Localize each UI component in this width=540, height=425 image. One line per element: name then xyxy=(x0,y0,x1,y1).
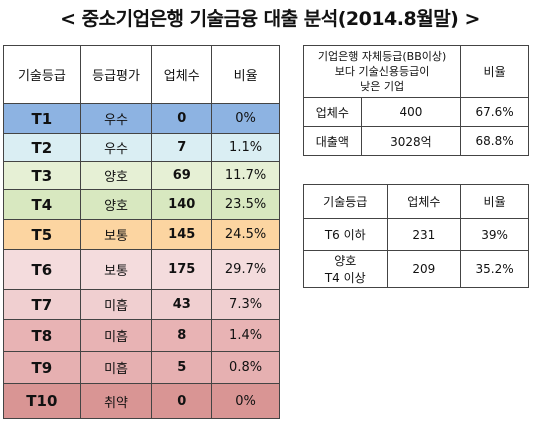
summary-label: 업체수 xyxy=(303,97,362,127)
grade-cell: T8 xyxy=(3,319,81,352)
detail-ratio: 35.2% xyxy=(460,250,529,288)
detail-header-row: 기술등급 업체수 비율 xyxy=(303,184,529,219)
grade-cell: T3 xyxy=(3,161,81,190)
summary-row: 대출액 3028억 68.8% xyxy=(303,126,529,156)
detail-count: 231 xyxy=(386,218,462,251)
summary-value: 400 xyxy=(360,97,462,127)
detail-ratio: 39% xyxy=(460,218,529,251)
grade-cell: T1 xyxy=(3,103,81,134)
ratio-cell: 0% xyxy=(211,103,280,134)
detail-label-line1: T6 이하 xyxy=(324,228,366,242)
count-cell: 175 xyxy=(151,249,213,290)
header-eval: 등급평가 xyxy=(79,45,153,104)
count-cell: 5 xyxy=(151,351,213,384)
eval-cell: 양호 xyxy=(79,189,153,220)
summary-ratio: 68.8% xyxy=(460,126,529,156)
grade-cell: T9 xyxy=(3,351,81,384)
eval-cell: 미흡 xyxy=(79,319,153,352)
table-row: T10 취약 0 0% xyxy=(3,383,280,419)
count-cell: 0 xyxy=(151,103,213,134)
ratio-cell: 7.3% xyxy=(211,289,280,320)
summary-ratio: 67.6% xyxy=(460,97,529,127)
table-row: T8 미흡 8 1.4% xyxy=(3,319,280,352)
table-row: T6 보통 175 29.7% xyxy=(3,249,280,290)
summary-header-line1: 기업은행 자체등급(BB이상) xyxy=(317,50,447,63)
detail-header-count: 업체수 xyxy=(386,184,462,219)
ratio-cell: 23.5% xyxy=(211,189,280,220)
header-count: 업체수 xyxy=(151,45,213,104)
count-cell: 8 xyxy=(151,319,213,352)
table-row: T2 우수 7 1.1% xyxy=(3,133,280,162)
grade-cell: T7 xyxy=(3,289,81,320)
count-cell: 145 xyxy=(151,219,213,250)
count-cell: 7 xyxy=(151,133,213,162)
ratio-cell: 11.7% xyxy=(211,161,280,190)
header-grade: 기술등급 xyxy=(3,45,81,104)
detail-header-ratio: 비율 xyxy=(460,184,529,219)
detail-row: 양호 T4 이상 209 35.2% xyxy=(303,250,529,288)
count-cell: 69 xyxy=(151,161,213,190)
detail-label-line2: T4 이상 xyxy=(324,271,366,285)
count-cell: 0 xyxy=(151,383,213,419)
detail-label: 양호 T4 이상 xyxy=(303,250,388,288)
table-row: T1 우수 0 0% xyxy=(3,103,280,134)
summary-header-row: 기업은행 자체등급(BB이상) 보다 기술신용등급이 낮은 기업 비율 xyxy=(302,45,529,98)
ratio-cell: 0.8% xyxy=(211,351,280,384)
eval-cell: 보통 xyxy=(79,249,153,290)
grade-cell: T6 xyxy=(3,249,81,290)
grade-cell: T5 xyxy=(3,219,81,250)
page-title: < 중소기업은행 기술금융 대출 분석(2014.8월말) > xyxy=(60,8,480,30)
grade-range-table: 기술등급 업체수 비율 T6 이하 231 39% 양호 T4 이상 209 3… xyxy=(303,184,529,288)
ratio-cell: 1.4% xyxy=(211,319,280,352)
table-row: T9 미흡 5 0.8% xyxy=(3,351,280,384)
ratio-cell: 24.5% xyxy=(211,219,280,250)
eval-cell: 우수 xyxy=(79,103,153,134)
grade-cell: T2 xyxy=(3,133,81,162)
detail-label: T6 이하 xyxy=(303,218,388,251)
grade-cell: T10 xyxy=(3,383,81,419)
eval-cell: 미흡 xyxy=(79,351,153,384)
summary-header-cell: 기업은행 자체등급(BB이상) 보다 기술신용등급이 낮은 기업 xyxy=(302,45,462,98)
header-ratio: 비율 xyxy=(211,45,280,104)
ratio-cell: 29.7% xyxy=(211,249,280,290)
ratio-cell: 1.1% xyxy=(211,133,280,162)
count-cell: 43 xyxy=(151,289,213,320)
table-row: T3 양호 69 11.7% xyxy=(3,161,280,190)
detail-label-line1: 양호 xyxy=(334,254,357,268)
table-row: T7 미흡 43 7.3% xyxy=(3,289,280,320)
ratio-cell: 0% xyxy=(211,383,280,419)
eval-cell: 양호 xyxy=(79,161,153,190)
detail-count: 209 xyxy=(386,250,462,288)
detail-header-grade: 기술등급 xyxy=(303,184,388,219)
count-cell: 140 xyxy=(151,189,213,220)
table-row: T5 보통 145 24.5% xyxy=(3,219,280,250)
summary-value: 3028억 xyxy=(360,126,462,156)
summary-label: 대출액 xyxy=(303,126,362,156)
eval-cell: 미흡 xyxy=(79,289,153,320)
summary-header-line3: 낮은 기업 xyxy=(360,80,405,93)
summary-header-line2: 보다 기술신용등급이 xyxy=(334,65,430,78)
eval-cell: 취약 xyxy=(79,383,153,419)
eval-cell: 보통 xyxy=(79,219,153,250)
table-header-row: 기술등급 등급평가 업체수 비율 xyxy=(3,45,280,104)
grade-cell: T4 xyxy=(3,189,81,220)
summary-header-ratio: 비율 xyxy=(460,45,529,98)
grade-table: 기술등급 등급평가 업체수 비율 T1 우수 0 0% T2 우수 7 1.1%… xyxy=(3,45,280,419)
eval-cell: 우수 xyxy=(79,133,153,162)
summary-row: 업체수 400 67.6% xyxy=(303,97,529,127)
low-grade-summary-table: 기업은행 자체등급(BB이상) 보다 기술신용등급이 낮은 기업 비율 업체수 … xyxy=(302,45,529,156)
detail-row: T6 이하 231 39% xyxy=(303,218,529,251)
table-row: T4 양호 140 23.5% xyxy=(3,189,280,220)
